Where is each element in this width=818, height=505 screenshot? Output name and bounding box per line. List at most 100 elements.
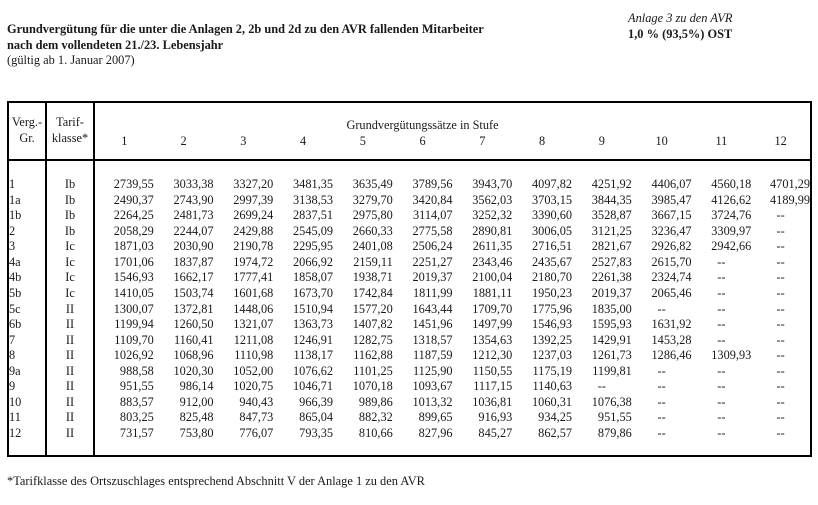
value-cell: -- [776,285,785,300]
annex-label: Anlage 3 zu den AVR [628,11,733,25]
value-cell: 2997,39 [233,192,274,207]
stufe-col-header: 10 [631,134,692,161]
value-cell: 1076,38 [591,394,632,409]
value-cell: 1510,94 [293,301,333,316]
value-cell: 1150,55 [472,363,513,378]
value-cell: 1093,67 [412,379,453,394]
value-cell: 2615,70 [651,254,692,269]
value-cell: 1013,32 [412,394,453,409]
value-cell: -- [597,379,606,394]
grade-cell: 1 [8,177,47,193]
value-cell: 4701,29 [770,177,810,191]
value-cell: 1101,25 [353,363,393,378]
value-cell: 810,66 [358,426,393,440]
value-cell: 1858,07 [293,270,333,285]
value-cell: 1117,15 [473,379,513,394]
value-cell: 2030,90 [173,239,214,254]
verg-gr-header: Verg.- Gr. [8,102,47,161]
value-cell: 883,57 [119,394,154,409]
value-cell: 1354,63 [472,332,513,347]
value-cell: 3279,70 [352,192,393,207]
value-cell: 3327,20 [233,177,274,191]
grade-cell: 8 [8,348,47,364]
value-cell: 3138,53 [293,192,333,207]
value-cell: 2890,81 [472,223,513,238]
value-cell: 4126,62 [711,192,752,207]
table-row: 5c II 1300,07 1372,81 1448,06 1510,94 1577,20 1… [8,301,811,318]
document-title-block: Grundvergütung für die unter die Anlagen… [7,22,484,69]
value-cell: 2821,67 [591,239,632,254]
value-cell: 1837,87 [173,254,214,269]
value-cell: 1363,73 [293,317,333,332]
grade-cell: 12 [8,426,47,442]
value-cell: 3528,87 [591,208,632,223]
value-cell: 2244,07 [173,223,214,238]
value-cell: 4251,92 [591,177,632,191]
value-cell: 803,25 [119,410,154,425]
value-cell: -- [657,394,666,409]
value-cell: 3844,35 [591,192,632,207]
value-cell: 2435,67 [532,254,572,269]
value-cell: 1777,41 [233,270,274,285]
value-cell: 4097,82 [532,177,572,191]
value-cell: 1811,99 [412,285,453,300]
value-cell: 1036,81 [472,394,513,409]
value-cell: 1212,30 [472,348,513,363]
value-cell: 1026,92 [113,348,154,363]
value-cell: 2065,46 [651,285,692,300]
value-cell: 2716,51 [532,239,572,254]
tarifklasse-cell: II [46,301,95,318]
value-cell: 1260,50 [173,317,214,332]
tarifklasse-cell: II [46,426,95,442]
value-cell: -- [776,317,785,332]
value-cell: 1175,19 [532,363,572,378]
value-cell: 825,48 [179,410,214,425]
value-cell: 1309,93 [711,348,752,363]
grade-cell: 7 [8,332,47,349]
grade-cell: 5c [8,301,47,318]
value-cell: 2611,35 [472,239,513,254]
value-cell: 1138,17 [293,348,333,363]
stufe-col-header: 8 [512,134,572,161]
value-cell: 1497,99 [472,317,513,332]
value-cell: 1709,70 [472,301,513,316]
value-cell: 3236,47 [651,223,692,238]
value-cell: -- [776,208,785,223]
value-cell: 3390,60 [532,208,572,223]
table-row: 3 Ic 1871,03 2030,90 2190,78 2295,95 2401,08 25… [8,239,811,255]
table-row: 1a Ib 2490,37 2743,90 2997,39 3138,53 3279,70 3… [8,192,811,209]
spacer-cell [46,441,95,456]
value-cell: 3481,35 [293,177,333,191]
value-cell: 1546,93 [113,270,154,285]
doc-title-line2: nach dem vollendeten 21./23. Lebensjahr [7,37,224,52]
table-row: 9a II 988,58 1020,30 1052,00 1076,62 1101,25 11… [8,363,811,380]
grade-cell: 6b [8,317,47,333]
value-cell: 1076,62 [293,363,333,378]
value-cell: 1052,00 [233,363,274,378]
spacer-cell [94,160,811,177]
value-cell: 1199,94 [114,317,154,332]
value-cell: -- [776,270,785,285]
value-cell: 2926,82 [651,239,692,254]
value-cell: 1643,44 [412,301,453,316]
value-cell: -- [717,410,726,425]
value-cell: -- [776,363,785,378]
value-cell: 2401,08 [352,239,393,254]
grade-cell: 10 [8,394,47,411]
value-cell: 1372,81 [173,301,214,316]
value-cell: -- [776,239,785,254]
value-cell: 2743,90 [173,192,214,207]
salary-table: Verg.- Gr. Tarif- klasse* Grundvergütung… [7,101,812,457]
value-cell: 4189,99 [770,192,810,207]
value-cell: 1631,92 [651,317,692,332]
value-cell: 1211,08 [233,332,274,347]
value-cell: 1451,96 [412,317,453,332]
value-cell: 951,55 [119,379,154,394]
value-cell: 2264,25 [113,208,154,223]
value-cell: -- [776,379,785,394]
value-cell: 1429,91 [591,332,632,347]
grade-cell: 4b [8,270,47,286]
value-cell: 2019,37 [412,270,453,285]
value-cell: 1237,03 [532,348,572,363]
